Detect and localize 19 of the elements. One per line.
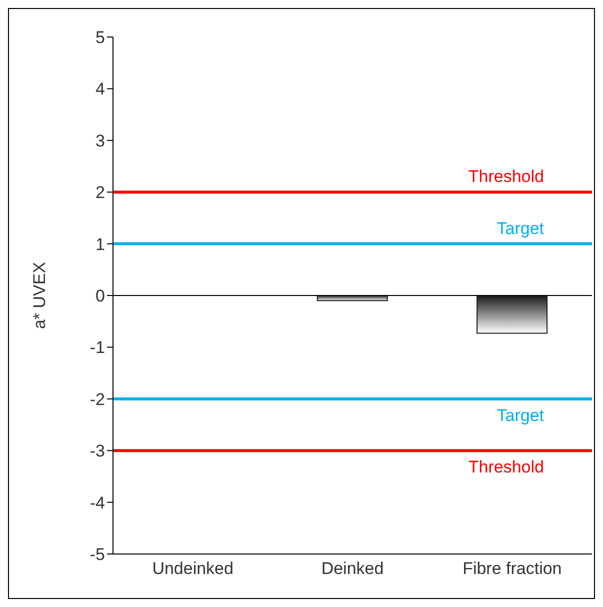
ref-line-label: Threshold	[468, 167, 544, 186]
y-tick-label: 4	[96, 80, 105, 99]
ref-line-label: Target	[496, 218, 544, 238]
y-tick-label: -5	[90, 545, 105, 564]
y-tick-label: -2	[90, 390, 105, 409]
ref-line-label: Threshold	[468, 458, 544, 477]
y-tick-label: -3	[90, 442, 105, 461]
y-tick-label: 2	[96, 183, 105, 202]
y-tick-label: 0	[96, 286, 105, 306]
x-tick-label: Deinked	[321, 559, 384, 578]
y-tick-label: -1	[90, 338, 105, 358]
y-tick-label: 3	[96, 131, 105, 150]
y-tick-label: 1	[96, 234, 105, 254]
y-tick-label: -4	[90, 493, 105, 512]
x-tick-label: Fibre fraction	[462, 559, 562, 578]
ref-line-label: Target	[496, 406, 544, 425]
x-tick-label: Undeinked	[152, 559, 234, 578]
y-tick-label: 5	[96, 28, 105, 48]
y-axis-title: a* UVEX	[30, 262, 50, 330]
